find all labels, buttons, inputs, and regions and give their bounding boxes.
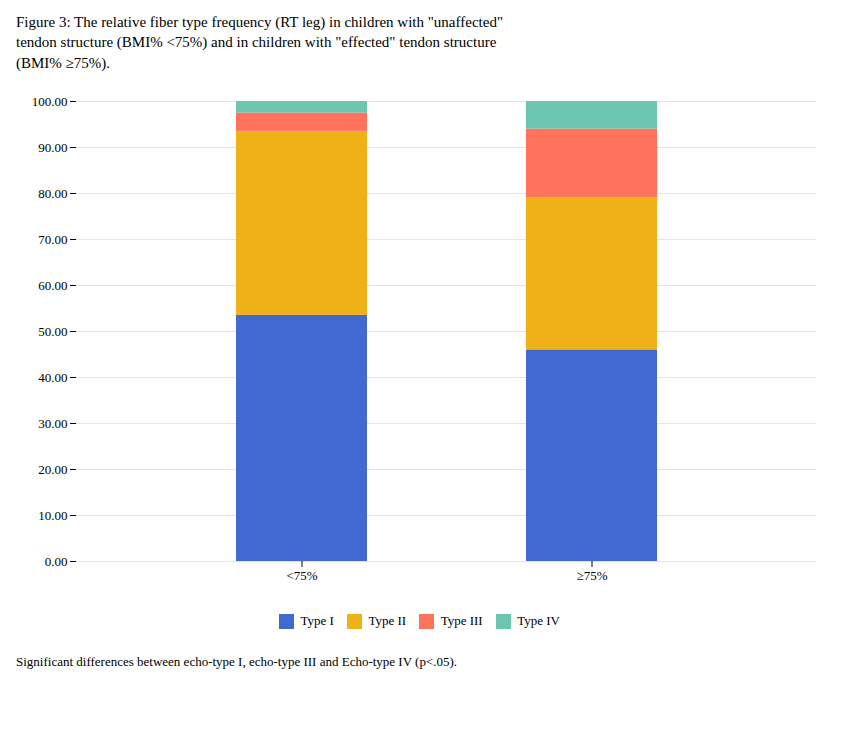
svg-text:30.00: 30.00 xyxy=(38,415,67,430)
svg-text:80.00: 80.00 xyxy=(38,185,67,200)
svg-text:10.00: 10.00 xyxy=(38,507,67,522)
svg-text:<75%: <75% xyxy=(286,567,317,582)
svg-text:20.00: 20.00 xyxy=(38,461,67,476)
html-text:Significant differences betwee: Significant differences between echo-typ… xyxy=(16,654,458,670)
html-text:Type IV: Type IV xyxy=(517,613,560,629)
svg-text:50.00: 50.00 xyxy=(38,323,67,338)
svg-text:40.00: 40.00 xyxy=(38,369,67,384)
html-text:Type I: Type I xyxy=(300,613,334,629)
svg-text:90.00: 90.00 xyxy=(38,139,67,154)
svg-text:70.00: 70.00 xyxy=(38,231,67,246)
svg-text:≥75%: ≥75% xyxy=(577,567,608,582)
svg-text:60.00: 60.00 xyxy=(38,277,67,292)
svg-text:0.00: 0.00 xyxy=(45,553,68,568)
html-text:Figure 3: The relative fiber t: Figure 3: The relative fiber type freque… xyxy=(16,14,503,71)
svg-text:100.00: 100.00 xyxy=(32,93,68,108)
html-text:Type III: Type III xyxy=(440,613,483,629)
html-text:Type II: Type II xyxy=(368,613,407,629)
